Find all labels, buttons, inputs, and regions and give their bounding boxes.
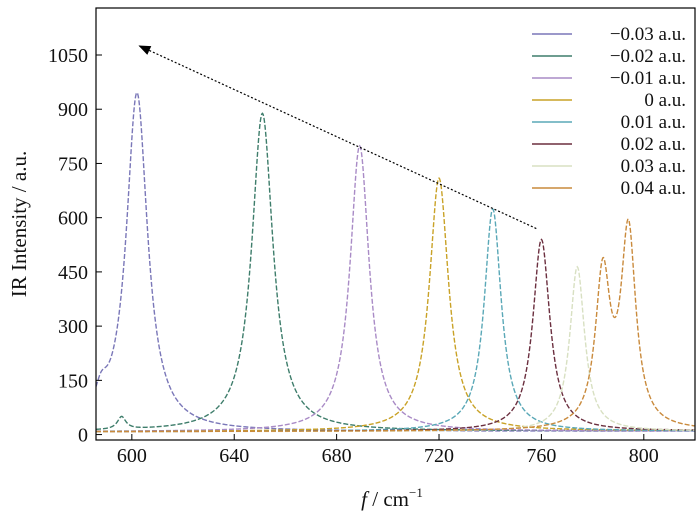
y-axis-ticks: 0 150 300 450 600 750 900 1050 [48, 45, 102, 447]
y-tick-label-300: 300 [58, 316, 88, 338]
series-line-6 [96, 265, 695, 433]
legend-label-5: 0.02 a.u. [621, 134, 686, 155]
x-axis-ticks: 600 640 680 720 760 800 [117, 434, 659, 467]
series-line-4 [96, 207, 695, 433]
legend-label-2: −0.01 a.u. [610, 68, 686, 89]
series-line-5 [96, 238, 695, 433]
legend-label-6: 0.03 a.u. [621, 156, 686, 177]
series-layer [96, 91, 695, 433]
series-line-3 [96, 177, 695, 433]
x-tick-label-640: 640 [219, 445, 249, 467]
x-axis-label-symbol: f [361, 487, 370, 511]
x-tick-label-720: 720 [424, 445, 454, 467]
y-tick-label-750: 750 [58, 153, 88, 175]
y-tick-label-900: 900 [58, 99, 88, 121]
plot-frame [95, 7, 696, 441]
y-tick-label-0: 0 [78, 425, 88, 447]
x-tick-label-800: 800 [629, 445, 659, 467]
legend-label-4: 0.01 a.u. [621, 112, 686, 133]
series-line-7 [96, 218, 695, 433]
x-tick-label-680: 680 [322, 445, 352, 467]
x-axis-label-exponent: −1 [409, 485, 423, 500]
legend-label-7: 0.04 a.u. [621, 178, 686, 199]
legend-label-3: 0 a.u. [644, 90, 686, 111]
y-tick-label-450: 450 [58, 262, 88, 284]
x-axis-label: f / cm−1 [361, 485, 423, 511]
legend: −0.03 a.u.−0.02 a.u.−0.01 a.u.0 a.u.0.01… [532, 24, 686, 199]
x-tick-label-760: 760 [526, 445, 556, 467]
series-line-1 [96, 112, 695, 432]
legend-label-0: −0.03 a.u. [610, 24, 686, 45]
y-tick-label-1050: 1050 [48, 45, 88, 67]
x-tick-label-600: 600 [117, 445, 147, 467]
y-tick-label-150: 150 [58, 370, 88, 392]
x-axis-label-unit: / cm [367, 487, 409, 511]
y-axis-label: IR Intensity / a.u. [7, 151, 31, 297]
legend-label-1: −0.02 a.u. [610, 46, 686, 67]
trend-arrow [138, 45, 537, 230]
series-line-2 [96, 144, 695, 432]
y-tick-label-600: 600 [58, 208, 88, 230]
